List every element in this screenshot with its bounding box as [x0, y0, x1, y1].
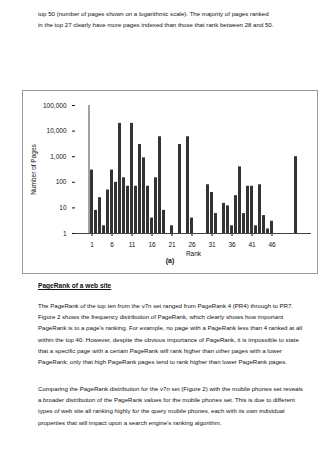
svg-text:1: 1	[90, 241, 94, 248]
html-text:(a): (a)	[165, 257, 175, 264]
svg-text:Number of Pages: Number of Pages	[30, 143, 38, 194]
svg-text:10,000: 10,000	[47, 127, 67, 134]
html-text:in the top 27 clearly have mor: in the top 27 clearly have more pages in…	[38, 21, 274, 29]
svg-text:36: 36	[228, 241, 236, 248]
svg-text:100: 100	[56, 178, 67, 185]
svg-text:41: 41	[248, 241, 256, 248]
svg-text:1,000: 1,000	[50, 153, 67, 160]
svg-text:11: 11	[129, 241, 136, 248]
html-text:Comparing the PageRank distrib: Comparing the PageRank distribution for …	[38, 385, 303, 426]
svg-text:Rank: Rank	[186, 250, 202, 257]
svg-text:6: 6	[110, 241, 114, 248]
svg-text:46: 46	[268, 241, 276, 248]
html-text:top 50 (number of pages shown: top 50 (number of pages shown on a logar…	[38, 10, 269, 17]
html-text:The PageRank of the top ten fr: The PageRank of the top ten from the v7n…	[38, 302, 302, 365]
svg-text:31: 31	[208, 241, 216, 248]
svg-text:21: 21	[168, 241, 176, 248]
svg-text:100,000: 100,000	[43, 102, 67, 109]
svg-text:26: 26	[188, 241, 196, 248]
html-text:PageRank of a web site: PageRank of a web site	[38, 282, 112, 289]
svg-text:16: 16	[148, 241, 156, 248]
svg-text:1: 1	[63, 230, 67, 237]
svg-text:10: 10	[59, 204, 67, 211]
